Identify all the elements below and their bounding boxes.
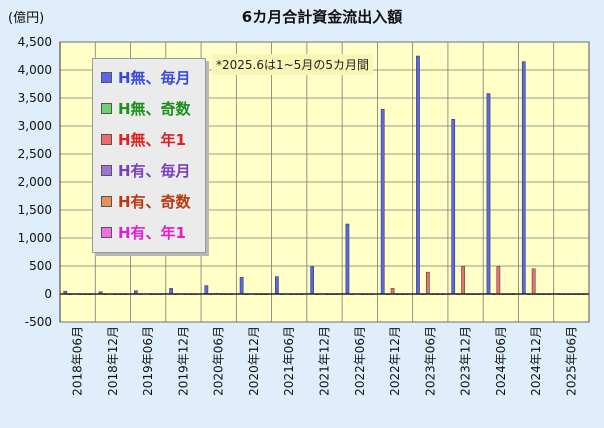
bar bbox=[461, 266, 465, 295]
x-tick-label: 2020年06月 bbox=[212, 326, 226, 396]
x-tick-labels: 2018年06月 2018年12月 2019年06月 2019年12月 2020年06月… bbox=[71, 326, 579, 396]
x-tick-label: 2018年06月 bbox=[71, 326, 85, 396]
legend-item: H無、奇数 bbox=[93, 93, 205, 124]
x-tick-label: 2023年12月 bbox=[459, 326, 473, 396]
y-tick-label: 0 bbox=[44, 287, 52, 301]
y-tick-label: 2,000 bbox=[18, 175, 52, 189]
bar bbox=[169, 288, 173, 295]
legend-label: H有、年1 bbox=[118, 224, 186, 242]
legend: H無、毎月 H無、奇数 H無、年1 H有、毎月 H有、奇数 H有、年1 bbox=[92, 58, 206, 253]
y-tick-label: 500 bbox=[29, 259, 52, 273]
legend-swatch bbox=[101, 227, 112, 238]
y-tick-label: 1,500 bbox=[18, 203, 52, 217]
legend-label: H無、年1 bbox=[118, 131, 186, 149]
legend-swatch bbox=[101, 165, 112, 176]
bar bbox=[204, 285, 209, 295]
bar bbox=[239, 276, 244, 295]
bar bbox=[416, 55, 420, 295]
legend-item: H有、毎月 bbox=[93, 155, 205, 186]
bar bbox=[380, 108, 385, 295]
legend-label: H無、毎月 bbox=[118, 69, 191, 87]
bar bbox=[425, 271, 430, 295]
legend-item: H有、年1 bbox=[93, 217, 205, 248]
x-tick-label: 2018年12月 bbox=[106, 326, 120, 396]
bar bbox=[310, 266, 315, 295]
x-tick-label: 2024年06月 bbox=[494, 326, 508, 396]
x-tick-label: 2019年06月 bbox=[141, 326, 155, 396]
legend-swatch bbox=[101, 103, 112, 114]
bar bbox=[496, 266, 501, 295]
x-tick-label: 2020年12月 bbox=[247, 326, 261, 396]
x-tick-label: 2024年12月 bbox=[529, 326, 543, 396]
bar bbox=[275, 276, 279, 295]
bar bbox=[390, 288, 395, 295]
x-tick-label: 2021年12月 bbox=[318, 326, 332, 396]
x-tick-label: 2023年06月 bbox=[423, 326, 437, 396]
x-tick-label: 2019年12月 bbox=[176, 326, 190, 396]
x-tick-label: 2022年12月 bbox=[388, 326, 402, 396]
bar bbox=[451, 119, 456, 295]
x-tick-label: 2022年06月 bbox=[353, 326, 367, 396]
y-tick-label: -500 bbox=[25, 315, 52, 329]
y-tick-label: 1,000 bbox=[18, 231, 52, 245]
legend-item: H無、毎月 bbox=[93, 62, 205, 93]
axes bbox=[59, 42, 589, 322]
y-tick-label: 4,500 bbox=[18, 35, 52, 49]
legend-label: H有、毎月 bbox=[118, 162, 191, 180]
y-tick-label: 4,000 bbox=[18, 63, 52, 77]
y-tick-label: 3,500 bbox=[18, 91, 52, 105]
y-tick-label: 2,500 bbox=[18, 147, 52, 161]
bar bbox=[345, 223, 350, 295]
legend-swatch bbox=[101, 72, 112, 83]
y-tick-label: 3,000 bbox=[18, 119, 52, 133]
legend-label: H有、奇数 bbox=[118, 193, 191, 211]
bar bbox=[531, 268, 536, 295]
x-tick-label: 2025年06月 bbox=[564, 326, 578, 396]
annotation-note: *2025.6は1~5月の5カ月間 bbox=[212, 54, 373, 75]
legend-label: H無、奇数 bbox=[118, 100, 191, 118]
chart-title: 6カ月合計資金流出入額 bbox=[242, 8, 402, 26]
legend-swatch bbox=[101, 196, 112, 207]
x-tick-label: 2021年06月 bbox=[282, 326, 296, 396]
legend-item: H無、年1 bbox=[93, 124, 205, 155]
legend-item: H有、奇数 bbox=[93, 186, 205, 217]
bar bbox=[521, 61, 526, 295]
y-axis-unit-label: (億円) bbox=[8, 10, 44, 26]
legend-swatch bbox=[101, 134, 112, 145]
bar bbox=[486, 93, 491, 295]
y-tick-labels: -500 0 500 1,000 1,500 2,000 2,500 3,000 3,500 4,… bbox=[18, 35, 52, 329]
